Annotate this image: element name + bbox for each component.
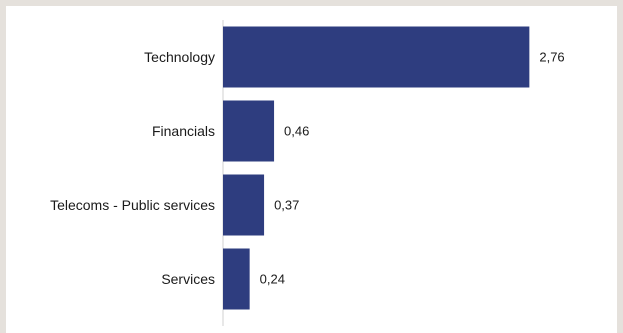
bar-1: [223, 100, 275, 162]
value-label-3: 0,24: [260, 272, 285, 287]
bar-2: [223, 174, 265, 236]
value-label-1: 0,46: [284, 124, 309, 139]
bar-3: [223, 248, 250, 310]
category-label-1: Financials: [152, 123, 215, 139]
value-label-0: 2,76: [539, 50, 564, 65]
bar-chart: Technology 2,76 Financials 0,46 Telecoms - P…: [50, 20, 565, 326]
value-label-2: 0,37: [274, 198, 299, 213]
category-label-2: Telecoms - Public services: [50, 197, 215, 213]
category-label-3: Services: [161, 271, 215, 287]
bar-0: [223, 26, 530, 88]
chart-panel: Technology 2,76 Financials 0,46 Telecoms - P…: [6, 6, 617, 333]
category-label-0: Technology: [144, 49, 215, 65]
